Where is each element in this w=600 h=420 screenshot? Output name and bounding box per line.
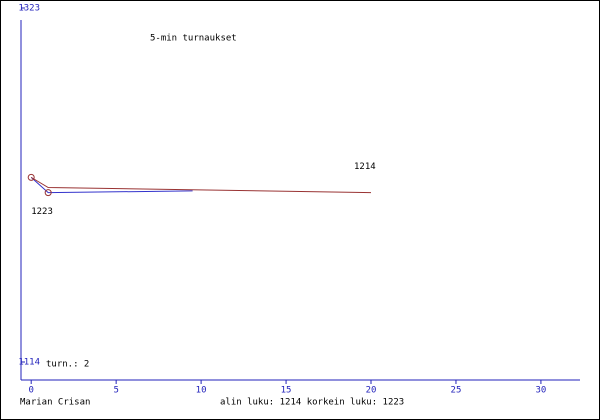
annotation: 1223 <box>31 207 53 217</box>
x-tick-label: 25 <box>451 386 462 396</box>
y-tick-label: 1114 <box>18 358 40 368</box>
rating-line <box>30 177 193 194</box>
x-tick-label: 0 <box>28 386 33 396</box>
x-tick-label: 15 <box>281 386 292 396</box>
y-tick-label: 1323 <box>18 4 40 14</box>
annotation: 1214 <box>354 162 376 172</box>
summary: alin luku: 1214 korkein luku: 1223 <box>220 398 404 408</box>
x-tick-label: 20 <box>366 386 377 396</box>
x-tick-label: 30 <box>535 386 546 396</box>
player-name: Marian Crisan <box>20 398 90 408</box>
game-point <box>44 189 52 197</box>
rating-line <box>30 176 372 194</box>
chart-title: 5-min turnaukset <box>150 34 237 44</box>
x-tick-label: 10 <box>196 386 207 396</box>
game-point <box>27 173 35 181</box>
x-tick-label: 5 <box>113 386 118 396</box>
games-label: turn.: 2 <box>46 360 89 370</box>
